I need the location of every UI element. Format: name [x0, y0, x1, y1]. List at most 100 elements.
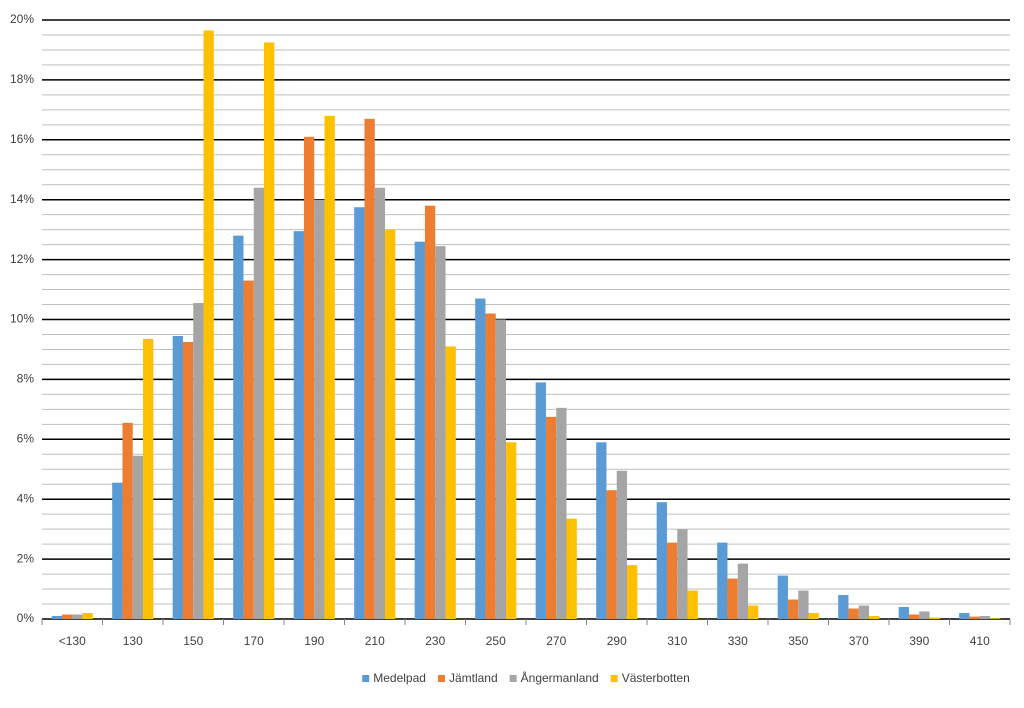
- y-tick-label: 0%: [17, 611, 35, 625]
- bar: [385, 229, 396, 619]
- bar: [314, 199, 325, 619]
- bar: [122, 422, 133, 619]
- bar: [908, 614, 920, 619]
- bar: [838, 595, 849, 619]
- bar: [787, 599, 799, 619]
- y-tick-label: 4%: [17, 491, 35, 505]
- bar: [264, 42, 275, 619]
- bar: [656, 502, 667, 619]
- bar: [193, 303, 204, 619]
- bar: [979, 616, 991, 619]
- x-tick-label: 350: [788, 634, 808, 648]
- x-tick-label: 410: [970, 634, 990, 648]
- bar: [666, 542, 678, 619]
- x-tick-label: 290: [607, 634, 627, 648]
- y-tick-label: 16%: [10, 132, 34, 146]
- bar: [919, 611, 930, 619]
- bar: [898, 607, 909, 619]
- x-tick-label: 130: [123, 634, 143, 648]
- y-tick-label: 2%: [17, 551, 35, 565]
- legend-swatch: [610, 675, 618, 682]
- bar: [475, 298, 486, 619]
- x-tick-label: 230: [425, 634, 445, 648]
- bar: [112, 482, 123, 619]
- y-tick-label: 14%: [10, 192, 34, 206]
- bar: [606, 490, 617, 619]
- x-tick-label: 310: [667, 634, 687, 648]
- bar: [182, 341, 194, 619]
- bar: [627, 565, 638, 619]
- bar: [858, 605, 870, 619]
- x-tick-label: 170: [244, 634, 264, 648]
- legend-label: Västerbotten: [622, 671, 690, 685]
- legend-label: Medelpad: [373, 671, 426, 685]
- bar: [737, 563, 749, 619]
- bar: [545, 416, 557, 619]
- bar: [798, 590, 809, 619]
- y-tick-label: 20%: [10, 12, 34, 26]
- x-tick-label: 190: [304, 634, 324, 648]
- bar: [374, 187, 386, 619]
- bar: [748, 605, 759, 619]
- bar: [354, 207, 365, 619]
- y-tick-label: 8%: [17, 372, 35, 386]
- bar: [969, 616, 980, 619]
- bar: [929, 617, 940, 619]
- bar: [990, 618, 1001, 619]
- bar: [485, 313, 496, 619]
- x-tick-label: 330: [728, 634, 748, 648]
- bar: [303, 136, 315, 619]
- x-tick-label: 370: [849, 634, 869, 648]
- bar: [132, 455, 144, 619]
- bar: [424, 205, 436, 619]
- legend-swatch: [362, 675, 370, 682]
- bar: [203, 30, 214, 620]
- bar: [61, 614, 73, 619]
- bar: [556, 407, 567, 619]
- bar: [717, 542, 728, 619]
- bar: [72, 614, 83, 619]
- x-tick-label: 150: [183, 634, 203, 648]
- bar: [777, 575, 788, 619]
- bar: [596, 442, 607, 619]
- bar: [414, 241, 425, 619]
- bar: [143, 338, 154, 619]
- bar: [848, 608, 859, 619]
- bar: [727, 578, 738, 619]
- bar: [435, 246, 446, 619]
- bar: [364, 118, 375, 620]
- bar: [535, 382, 546, 619]
- bar: [808, 613, 819, 619]
- bar: [495, 319, 507, 619]
- bar: [233, 235, 244, 619]
- y-tick-label: 10%: [10, 312, 34, 326]
- bar: [506, 442, 517, 619]
- bar: [324, 115, 335, 619]
- bar: [445, 346, 456, 619]
- legend-swatch: [437, 675, 445, 682]
- x-tick-label: 250: [486, 634, 506, 648]
- bar: [293, 231, 304, 619]
- bar: [959, 613, 970, 619]
- bar: [687, 590, 698, 619]
- bar: [253, 187, 265, 619]
- legend-label: Jämtland: [449, 671, 498, 685]
- x-tick-label: 270: [546, 634, 566, 648]
- bar: [51, 616, 62, 619]
- bar: [616, 470, 628, 619]
- bar: [172, 335, 183, 619]
- bar: [677, 529, 688, 619]
- bar: [82, 613, 93, 619]
- bar: [243, 280, 254, 619]
- legend-label: Ångermanland: [521, 670, 599, 685]
- y-tick-label: 12%: [10, 252, 34, 266]
- x-tick-label: 390: [909, 634, 929, 648]
- bar: [566, 518, 577, 619]
- bar: [869, 616, 880, 619]
- y-tick-label: 6%: [17, 431, 35, 445]
- legend-swatch: [509, 675, 517, 682]
- x-tick-label: <130: [59, 634, 86, 648]
- y-tick-label: 18%: [10, 72, 34, 86]
- x-tick-label: 210: [365, 634, 385, 648]
